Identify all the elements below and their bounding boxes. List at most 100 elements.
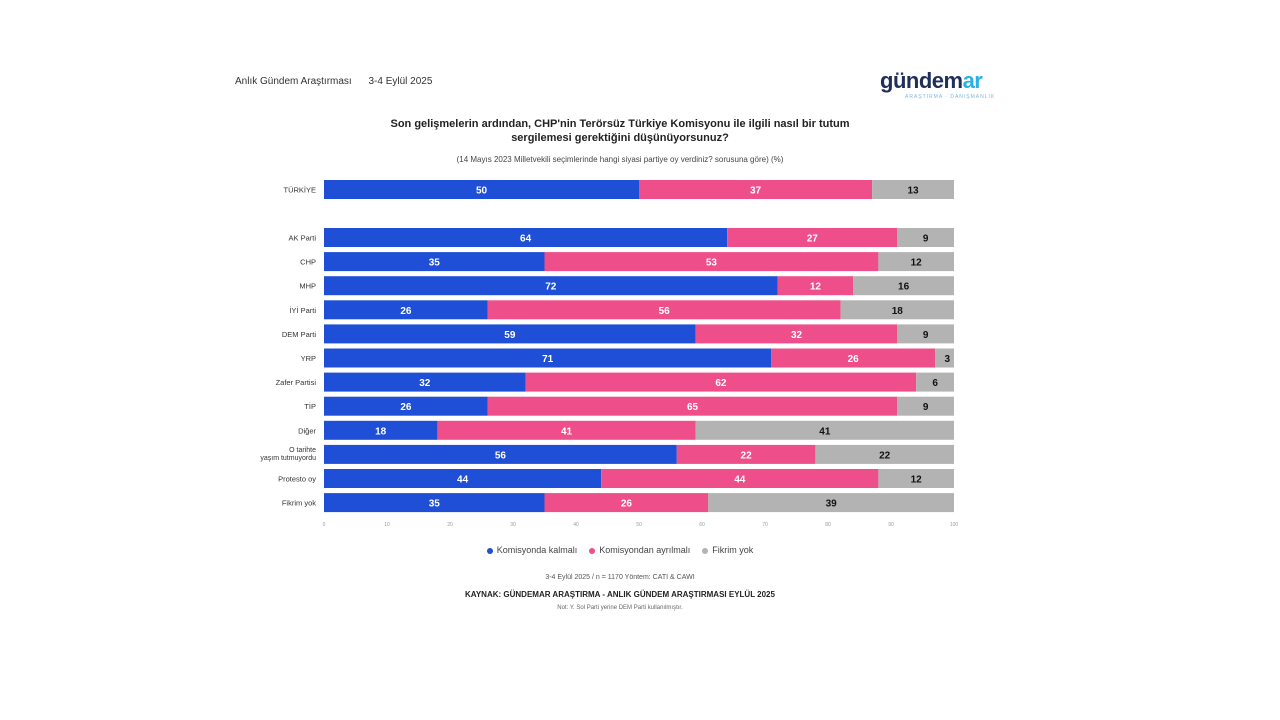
category-label: yaşım tutmuyordu (260, 455, 316, 462)
bar-segment (815, 444, 954, 464)
x-tick-label: 50 (636, 522, 642, 528)
bar-segment (676, 444, 816, 464)
chart-legend: Komisyonda kalmalı Komisyondan ayrılmalı F… (225, 545, 1015, 555)
data-label: 26 (400, 306, 412, 317)
category-label: Fikrim yok (282, 499, 316, 508)
category-label: YRP (301, 354, 316, 363)
x-tick-label: 90 (888, 522, 894, 528)
bar-segment (324, 252, 545, 272)
bar-segment (916, 372, 954, 392)
x-tick-label: 0 (323, 522, 326, 528)
category-label: TİP (304, 402, 316, 411)
bar-segment (544, 493, 709, 513)
data-label: 44 (457, 475, 469, 486)
footer-method: 3-4 Eylül 2025 / n = 1170 Yöntem: CATI &… (545, 574, 695, 581)
legend-label: Fikrim yok (712, 545, 754, 555)
legend-item: Komisyonda kalmalı (486, 545, 578, 555)
category-label: Diğer (298, 426, 316, 435)
chart-title-line2: sergilemesi gerektiğini düşünüyorsunuz? (511, 132, 729, 144)
bar-segment (324, 444, 677, 464)
data-label: 9 (923, 402, 929, 413)
data-label: 53 (706, 258, 718, 269)
bar-segment (695, 324, 898, 344)
data-label: 22 (879, 450, 891, 461)
bar-segment (525, 372, 917, 392)
bar-segment (872, 180, 954, 199)
bar-segment (324, 228, 728, 247)
data-label: 26 (848, 354, 860, 365)
logo-main: gündem (880, 68, 963, 93)
x-tick-label: 100 (950, 522, 959, 528)
category-label: TÜRKİYE (283, 186, 316, 195)
bar-segment (840, 300, 954, 320)
category-label: O tarihte (289, 447, 316, 454)
data-label: 32 (419, 378, 431, 389)
data-label: 59 (504, 330, 516, 341)
bar-segment (853, 276, 954, 296)
bar-segment (897, 324, 954, 344)
bar-segment (324, 420, 438, 440)
bar-segment (771, 348, 936, 368)
category-label: DEM Parti (282, 330, 317, 339)
survey-date: 3-4 Eylül 2025 (368, 76, 433, 87)
bar-segment (487, 300, 841, 320)
data-label: 64 (520, 234, 532, 245)
category-label: İYİ Parti (289, 306, 316, 315)
data-label: 3 (944, 354, 950, 365)
bar-segment (324, 348, 772, 368)
data-label: 56 (495, 450, 507, 461)
logo-subtitle: ARAŞTIRMA · DANIŞMANLIK (905, 94, 996, 100)
legend-swatch (702, 547, 709, 554)
data-label: 26 (621, 499, 633, 510)
chart-title: Son gelişmelerin ardından, CHP'nin Terör… (295, 117, 945, 145)
data-label: 35 (429, 258, 441, 269)
x-tick-label: 10 (384, 522, 390, 528)
data-label: 56 (659, 306, 671, 317)
bar-segment (878, 469, 954, 488)
footer-source: KAYNAK: GÜNDEMAR ARAŞTIRMA - ANLIK GÜNDE… (465, 590, 775, 599)
x-tick-label: 20 (447, 522, 453, 528)
bar-segment (935, 348, 954, 368)
data-label: 72 (545, 282, 557, 293)
data-label: 41 (819, 426, 831, 437)
category-label: MHP (299, 282, 316, 291)
x-tick-label: 60 (699, 522, 705, 528)
data-label: 13 (907, 186, 919, 197)
data-label: 44 (734, 475, 746, 486)
bar-segment (695, 420, 954, 440)
data-label: 71 (542, 354, 554, 365)
bar-segment (324, 324, 696, 344)
category-label: Zafer Partisi (276, 378, 317, 387)
bar-segment (639, 180, 873, 199)
data-label: 18 (375, 426, 387, 437)
x-tick-label: 30 (510, 522, 516, 528)
data-label: 26 (400, 402, 412, 413)
legend-label: Komisyondan ayrılmalı (599, 545, 691, 555)
data-label: 39 (826, 499, 838, 510)
chart-title-line1: Son gelişmelerin ardından, CHP'nin Terör… (390, 118, 850, 130)
brand-logo: gündemar (880, 68, 983, 94)
bar-segment (324, 276, 778, 296)
logo-accent: ar (962, 68, 983, 93)
chart-subtitle: (14 Mayıs 2023 Milletvekili seçimlerinde… (456, 155, 784, 164)
bar-segment (777, 276, 854, 296)
bar-segment (897, 228, 954, 247)
data-label: 12 (911, 475, 923, 486)
bar-segment (324, 372, 526, 392)
legend-item: Komisyondan ayrılmalı (589, 545, 690, 555)
data-label: 9 (923, 330, 929, 341)
data-label: 35 (429, 499, 441, 510)
bar-segment (324, 300, 488, 320)
data-label: 50 (476, 186, 488, 197)
data-label: 12 (911, 258, 923, 269)
category-label: Protesto oy (278, 475, 316, 484)
legend-swatch (589, 547, 596, 554)
data-label: 22 (741, 450, 753, 461)
bar-segment (727, 228, 898, 247)
data-label: 16 (898, 282, 910, 293)
x-tick-label: 70 (762, 522, 768, 528)
chart-card: Anlık Gündem Araştırması 3-4 Eylül 2025 … (225, 62, 1015, 622)
legend-label: Komisyonda kalmalı (496, 545, 578, 555)
data-label: 32 (791, 330, 803, 341)
data-label: 18 (892, 306, 904, 317)
